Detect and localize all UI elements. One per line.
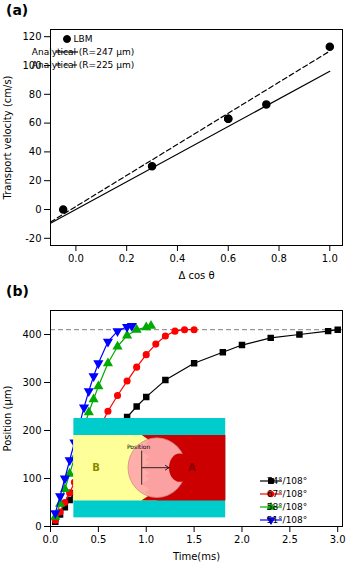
svg-text:Analytical (R=225 μm): Analytical (R=225 μm) — [32, 60, 134, 70]
html-text:(b): (b) — [6, 283, 29, 299]
svg-text:20: 20 — [29, 175, 42, 186]
svg-text:200: 200 — [22, 425, 41, 436]
svg-text:0.2: 0.2 — [119, 253, 135, 264]
svg-text:B: B — [92, 462, 100, 473]
svg-text:2.0: 2.0 — [234, 534, 250, 545]
svg-text:74°/108°: 74°/108° — [267, 476, 308, 486]
svg-text:0.0: 0.0 — [43, 534, 59, 545]
svg-text:60: 60 — [29, 117, 42, 128]
svg-text:0.4: 0.4 — [170, 253, 186, 264]
svg-text:80: 80 — [29, 89, 42, 100]
svg-text:Time(ms): Time(ms) — [172, 551, 220, 562]
svg-text:-20: -20 — [25, 233, 41, 244]
svg-text:1.0: 1.0 — [322, 253, 338, 264]
svg-text:Position: Position — [127, 443, 151, 450]
svg-text:0.6: 0.6 — [220, 253, 236, 264]
svg-text:Position (μm): Position (μm) — [2, 385, 13, 451]
svg-text:58°/108°: 58°/108° — [267, 502, 308, 512]
svg-text:0.8: 0.8 — [271, 253, 287, 264]
svg-text:100: 100 — [22, 473, 41, 484]
svg-text:LBM: LBM — [74, 34, 93, 44]
svg-text:3.0: 3.0 — [330, 534, 346, 545]
svg-text:Δ cos θ: Δ cos θ — [178, 270, 214, 281]
svg-text:Transport velocity (cm/s): Transport velocity (cm/s) — [2, 75, 13, 200]
svg-text:120: 120 — [22, 31, 41, 42]
svg-text:A: A — [188, 462, 196, 473]
svg-text:0: 0 — [35, 204, 41, 215]
svg-text:1.5: 1.5 — [186, 534, 202, 545]
svg-text:0: 0 — [35, 521, 41, 532]
svg-text:67°/108°: 67°/108° — [267, 489, 308, 499]
svg-text:Analytical (R=247 μm): Analytical (R=247 μm) — [32, 47, 134, 57]
svg-text:0.0: 0.0 — [68, 253, 84, 264]
svg-text:400: 400 — [22, 329, 41, 340]
svg-text:51°/108°: 51°/108° — [267, 515, 308, 525]
svg-text:2.5: 2.5 — [282, 534, 298, 545]
html-text:(a): (a) — [6, 2, 29, 18]
svg-text:300: 300 — [22, 377, 41, 388]
svg-text:40: 40 — [29, 146, 42, 157]
svg-text:1.0: 1.0 — [138, 534, 154, 545]
svg-text:0.5: 0.5 — [90, 534, 106, 545]
